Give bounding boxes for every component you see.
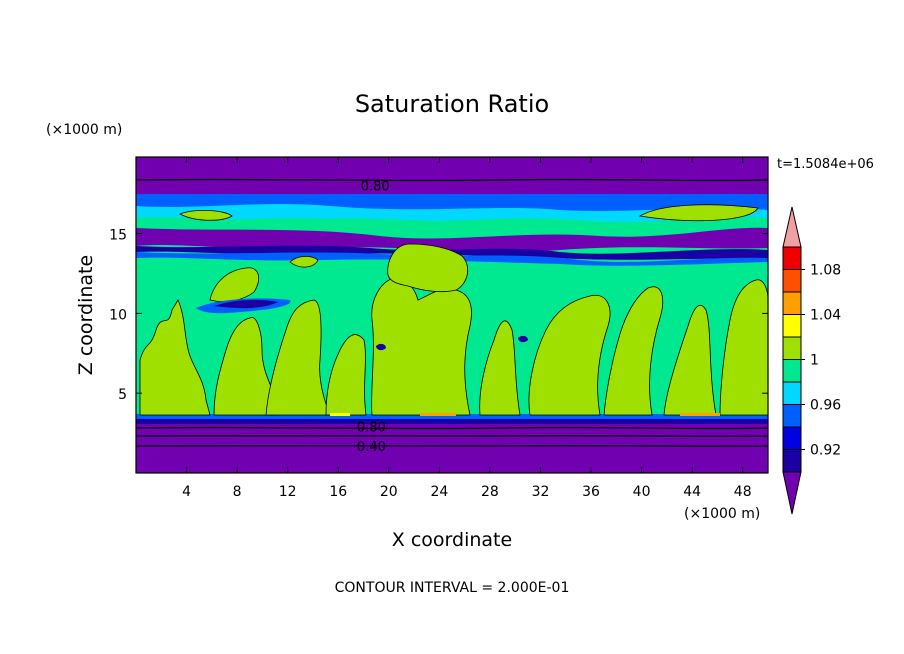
green-blob-upper-2	[638, 204, 759, 222]
green-cloud-8	[528, 294, 611, 416]
contour-label: 0.40	[357, 440, 386, 455]
contour-interval-footer: CONTOUR INTERVAL = 2.000E-01	[335, 580, 570, 596]
colorbar-box	[782, 426, 802, 450]
green-cloud-13	[289, 256, 319, 268]
band-upper-dry	[136, 157, 768, 194]
orange-hint-1	[420, 413, 456, 416]
navy-dot-1	[518, 335, 528, 343]
green-cloud-regions	[139, 243, 768, 416]
orange-hint-3	[330, 413, 350, 416]
contour-080-upper	[136, 178, 768, 182]
colorbar-box	[782, 314, 802, 338]
contour-label: 0.80	[361, 180, 390, 195]
y-tick-label: 15	[109, 228, 127, 244]
y-axis-label: Z coordinate	[75, 255, 97, 375]
contour-labels: 0.80 0.80 0.40	[357, 180, 390, 455]
x-axis-label: X coordinate	[392, 529, 512, 551]
green-blob-upper-1	[179, 210, 233, 221]
plot-frame	[135, 156, 769, 474]
x-tick-label: 16	[329, 484, 347, 500]
colorbar-label: 0.96	[810, 398, 841, 414]
colorbar: 0.92 0.96 1 1.04 1.08	[782, 206, 841, 515]
x-tick-label: 4	[182, 484, 191, 500]
green-cloud-5	[371, 277, 472, 416]
y-axis: 5 10 15	[109, 228, 768, 403]
y-tick-label: 5	[118, 387, 127, 403]
contour-080-lower	[136, 426, 768, 430]
contour-lines	[136, 178, 768, 447]
x-tick-label: 32	[532, 484, 550, 500]
time-label: t=1.5084e+06	[777, 157, 874, 172]
x-tick-label: 20	[380, 484, 398, 500]
contour-label: 0.80	[357, 421, 386, 436]
x-tick-label: 44	[683, 484, 701, 500]
colorbar-box	[782, 381, 802, 405]
band-upper-green	[136, 217, 768, 228]
colorbar-box	[782, 449, 802, 473]
chart-title: Saturation Ratio	[355, 90, 549, 118]
navy-streak-mid	[214, 299, 278, 309]
green-cloud-7	[479, 320, 521, 416]
green-cloud-2	[213, 317, 279, 416]
navy-dot-2	[376, 343, 386, 351]
colorbar-box	[782, 269, 802, 293]
colorbar-label: 1	[810, 353, 819, 369]
x-tick-label: 8	[233, 484, 242, 500]
band-lower-blue	[136, 414, 768, 419]
colorbar-top-triangle	[782, 206, 802, 248]
x-tick-label: 48	[734, 484, 752, 500]
x-tick-label: 40	[633, 484, 651, 500]
colorbar-box	[782, 291, 802, 315]
contour-040-lower	[136, 445, 768, 447]
band-lower-dry	[136, 424, 768, 473]
y-tick-label: 10	[109, 307, 127, 323]
green-cloud-9	[603, 286, 664, 416]
colorbar-label: 0.92	[810, 443, 841, 459]
green-cloud-11	[719, 279, 768, 416]
green-cloud-4	[325, 334, 367, 416]
x-unit-label: (×1000 m)	[684, 506, 760, 522]
x-tick-label: 28	[481, 484, 499, 500]
colorbar-box	[782, 359, 802, 383]
saturation-field	[136, 157, 768, 473]
y-unit-label: (×1000 m)	[46, 122, 122, 138]
green-cloud-6	[387, 243, 469, 293]
colorbar-bottom-triangle	[782, 471, 802, 515]
green-cloud-1	[139, 299, 211, 416]
band-lower-navy	[136, 418, 768, 426]
contour-060-lower	[136, 435, 768, 437]
green-cloud-3	[265, 299, 331, 416]
band-upper-cyan	[136, 204, 768, 227]
colorbar-box	[782, 404, 802, 428]
x-tick-label: 36	[582, 484, 600, 500]
green-cloud-10	[663, 304, 717, 416]
x-tick-label: 24	[430, 484, 448, 500]
colorbar-box	[782, 246, 802, 270]
colorbar-label: 1.04	[810, 308, 841, 324]
x-axis: 4 8 12 16 20 24 28 32 36 40 44 48	[182, 157, 752, 500]
colorbar-label: 1.08	[810, 263, 841, 279]
orange-hint-2	[680, 413, 720, 416]
x-tick-label: 12	[279, 484, 297, 500]
colorbar-box	[782, 336, 802, 360]
